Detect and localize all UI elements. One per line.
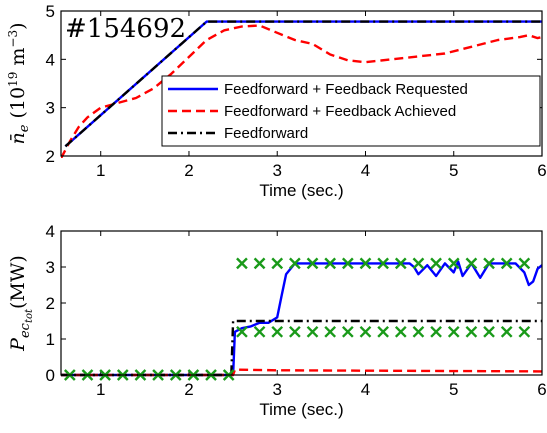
data-point-marker: [306, 257, 319, 270]
series-line-solid: [61, 260, 542, 377]
series-line-dashdot: [61, 319, 542, 377]
data-point-marker: [465, 257, 478, 270]
data-point-marker: [412, 257, 425, 270]
plot-panel-2: 1 2 3 4 5 6 0 1 2 3 4 Time (sec.) Pectot(MW): [7, 222, 547, 419]
data-point-marker: [306, 325, 319, 338]
data-point-marker: [483, 257, 495, 270]
legend-label: Feedforward + Feedback Requested: [224, 81, 468, 98]
data-point-marker: [430, 325, 442, 338]
x-tick-label: 5: [449, 161, 458, 180]
legend-label: Feedforward: [224, 125, 308, 142]
x-tick-label: 2: [184, 380, 193, 399]
y-tick-label: 0: [46, 366, 55, 385]
legend: Feedforward + Feedback Requested Feedforw…: [161, 75, 541, 147]
shot-annotation: #154692: [65, 14, 186, 44]
x-tick-label: 6: [537, 161, 546, 180]
series-line-feedforward: [64, 20, 542, 148]
x-axis-label: Time (sec.): [259, 181, 343, 200]
data-point-marker: [253, 257, 266, 270]
data-point-marker: [447, 257, 460, 270]
data-point-marker: [253, 325, 266, 338]
y-tick-label: 2: [46, 147, 55, 166]
data-point-marker: [377, 325, 389, 338]
x-tick-label: 1: [96, 380, 105, 399]
y-tick-label: 3: [46, 258, 55, 277]
x-tick-label: 2: [184, 161, 193, 180]
data-point-marker: [465, 325, 478, 338]
x-tick-label: 4: [361, 380, 370, 399]
x-tick-label: 3: [272, 161, 281, 180]
y-tick-label: 4: [46, 50, 55, 69]
x-tick-label: 1: [96, 161, 105, 180]
data-point-marker: [430, 257, 442, 270]
data-point-marker: [483, 325, 495, 338]
data-point-marker: [271, 325, 284, 338]
marker-group: [63, 257, 531, 381]
data-point-marker: [394, 325, 407, 338]
series-line-dashed: [61, 368, 542, 377]
plot-frame: [60, 230, 543, 376]
data-point-marker: [341, 257, 354, 270]
data-point-marker: [500, 257, 513, 270]
data-point-marker: [324, 257, 337, 270]
x-axis-label: Time (sec.): [259, 400, 343, 419]
plot-panel-1: 1 2 3 4 5 6 2 3 4 5 Time (sec.) n̄e (1019 m−3) #1546…: [6, 2, 547, 200]
data-point-marker: [324, 325, 337, 338]
x-tick-label: 6: [537, 380, 546, 399]
y-axis-label: Pectot(MW): [7, 255, 35, 352]
data-point-marker: [518, 257, 531, 270]
y-axis-label: n̄e (1019 m−3): [6, 22, 32, 144]
data-point-marker: [412, 325, 425, 338]
y-tick-label: 5: [46, 2, 55, 21]
y-tick-label: 3: [46, 99, 55, 118]
data-point-marker: [341, 325, 354, 338]
legend-label: Feedforward + Feedback Achieved: [224, 103, 456, 120]
series-group: [61, 20, 542, 158]
x-tick-label: 4: [361, 161, 370, 180]
data-point-marker: [289, 257, 301, 270]
data-point-marker: [518, 325, 531, 338]
data-point-marker: [359, 257, 372, 270]
y-tick-label: 2: [46, 294, 55, 313]
y-tick-label: 4: [46, 222, 55, 241]
data-point-marker: [271, 257, 284, 270]
data-point-marker: [394, 257, 407, 270]
data-point-marker: [236, 257, 248, 270]
y-tick-label: 1: [46, 330, 55, 349]
data-point-marker: [289, 325, 301, 338]
data-point-marker: [447, 325, 460, 338]
plot-frame: [60, 10, 543, 157]
data-point-marker: [500, 325, 513, 338]
data-point-marker: [236, 325, 248, 338]
x-tick-label: 3: [272, 380, 281, 399]
series-group: [61, 260, 542, 377]
x-tick-label: 5: [449, 380, 458, 399]
legend-box: [161, 75, 541, 147]
data-point-marker: [359, 325, 372, 338]
data-point-marker: [377, 257, 389, 270]
